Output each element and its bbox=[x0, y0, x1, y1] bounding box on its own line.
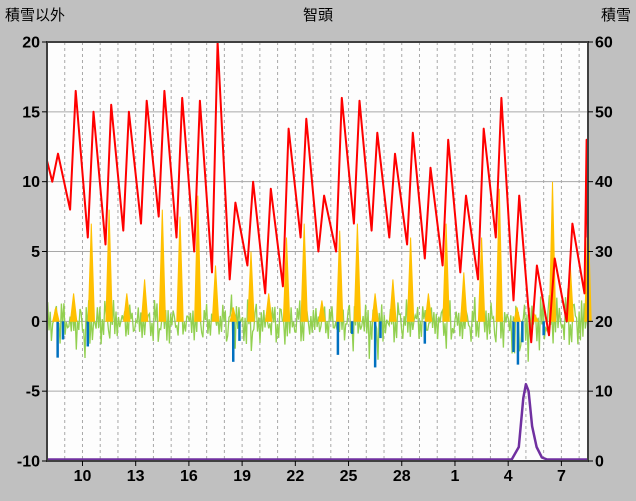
left-axis-title: 積雪以外 bbox=[5, 7, 66, 24]
yellow-spike bbox=[123, 293, 131, 322]
chart-title: 智頭 bbox=[302, 7, 333, 24]
x-tick-label: 28 bbox=[393, 468, 411, 485]
green-noise-path bbox=[47, 288, 588, 362]
yellow-spike bbox=[460, 272, 468, 322]
x-tick-label: 13 bbox=[127, 468, 145, 485]
left-tick-label: -5 bbox=[26, 384, 40, 401]
left-tick-label: 0 bbox=[31, 314, 40, 331]
x-tick-label: 4 bbox=[504, 468, 513, 485]
yellow-spike bbox=[424, 293, 433, 322]
right-tick-label: 60 bbox=[595, 35, 613, 52]
yellow-spike bbox=[229, 307, 238, 322]
yellow-spike bbox=[194, 195, 202, 322]
yellow-spike bbox=[318, 300, 326, 322]
yellow-spike bbox=[176, 216, 184, 322]
left-tick-label: 20 bbox=[22, 35, 40, 52]
right-tick-label: 40 bbox=[595, 174, 613, 191]
x-tick-label: 10 bbox=[74, 468, 92, 485]
yellow-spike bbox=[513, 307, 521, 322]
yellow-spike bbox=[140, 279, 149, 322]
right-axis-title: 積雪 bbox=[600, 7, 631, 24]
yellow-spike bbox=[371, 293, 379, 322]
left-tick-label: 5 bbox=[31, 244, 40, 261]
series-green-noise bbox=[47, 288, 588, 362]
series-yellow-spikes bbox=[52, 181, 592, 322]
x-tick-label: 25 bbox=[340, 468, 358, 485]
series-red-line bbox=[46, 41, 589, 344]
x-tick-label: 16 bbox=[180, 468, 198, 485]
yellow-spike bbox=[353, 223, 362, 322]
right-tick-label: 10 bbox=[595, 384, 613, 401]
yellow-spike bbox=[264, 293, 273, 322]
left-tick-label: 15 bbox=[22, 104, 40, 121]
yellow-spike bbox=[335, 230, 344, 322]
red-temperature-path bbox=[46, 41, 589, 344]
series-blue-spikes bbox=[56, 321, 545, 368]
right-tick-label: 30 bbox=[595, 244, 613, 261]
yellow-spike bbox=[389, 279, 397, 322]
yellow-spike bbox=[69, 293, 78, 322]
yellow-spike bbox=[406, 237, 415, 322]
yellow-spike bbox=[477, 237, 486, 322]
yellow-spike bbox=[282, 237, 291, 322]
yellow-spike bbox=[87, 223, 96, 322]
left-tick-label: -10 bbox=[17, 454, 40, 471]
x-tick-label: 1 bbox=[451, 468, 460, 485]
series-purple-snow-line bbox=[47, 382, 588, 461]
yellow-spike bbox=[158, 209, 167, 322]
yellow-spike bbox=[211, 265, 220, 322]
yellow-spike bbox=[247, 251, 255, 322]
left-tick-label: 10 bbox=[22, 174, 40, 191]
right-tick-label: 0 bbox=[595, 454, 604, 471]
right-tick-label: 50 bbox=[595, 104, 613, 121]
yellow-spike bbox=[442, 223, 450, 322]
x-tick-label: 7 bbox=[557, 468, 566, 485]
x-tick-label: 19 bbox=[233, 468, 251, 485]
right-tick-label: 20 bbox=[595, 314, 613, 331]
yellow-spike bbox=[548, 181, 557, 322]
yellow-spike bbox=[495, 188, 504, 322]
x-tick-label: 22 bbox=[286, 468, 304, 485]
purple-snow-path bbox=[47, 382, 588, 461]
yellow-spike bbox=[300, 223, 308, 322]
yellow-spike bbox=[52, 307, 60, 322]
yellow-spike bbox=[105, 209, 113, 322]
